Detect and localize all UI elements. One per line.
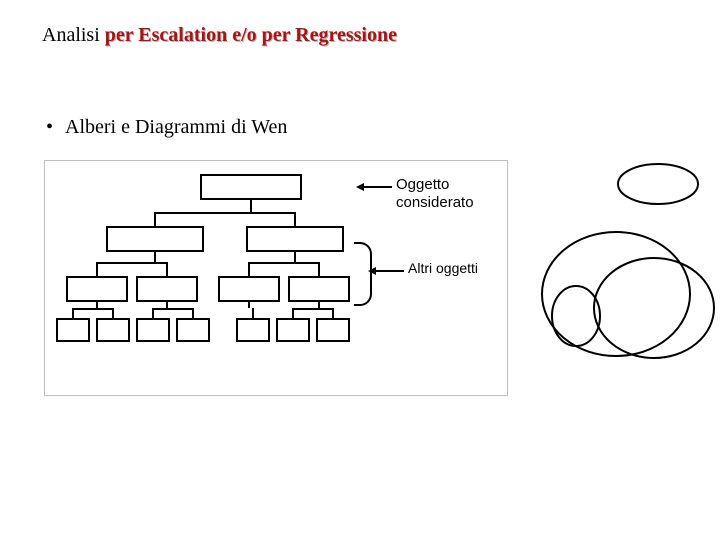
connector-line xyxy=(154,252,156,262)
tree-l3-box-1 xyxy=(136,276,198,302)
connector-line xyxy=(248,302,250,308)
tree-l3-box-3 xyxy=(288,276,350,302)
label-object-considered: Oggetto considerato xyxy=(396,176,474,212)
connector-line xyxy=(292,308,334,310)
tree-l4-box-4 xyxy=(236,318,270,342)
connector-line xyxy=(96,262,168,264)
connector-line xyxy=(294,212,296,226)
connector-line xyxy=(72,308,74,318)
connector-line xyxy=(294,252,296,262)
connector-line xyxy=(152,308,194,310)
tree-l2-box-0 xyxy=(106,226,204,252)
connector-line xyxy=(72,308,114,310)
connector-line xyxy=(112,308,114,318)
tree-l4-box-0 xyxy=(56,318,90,342)
venn-ellipse-0 xyxy=(618,164,698,204)
bullet-item: • Alberi e Diagrammi di Wen xyxy=(46,116,287,139)
page: Analisi per Escalation e/o per Regressio… xyxy=(0,0,720,540)
page-title: Analisi per Escalation e/o per Regressio… xyxy=(42,24,397,47)
connector-line xyxy=(318,262,320,276)
connector-line xyxy=(166,262,168,276)
connector-line xyxy=(248,262,250,276)
tree-l4-box-2 xyxy=(136,318,170,342)
connector-line xyxy=(292,308,294,318)
tree-l4-box-6 xyxy=(316,318,350,342)
tree-l3-box-2 xyxy=(218,276,280,302)
connector-line xyxy=(96,262,98,276)
tree-l2-box-1 xyxy=(246,226,344,252)
arrow-to-root xyxy=(364,186,392,188)
tree-l3-box-0 xyxy=(66,276,128,302)
connector-line xyxy=(192,308,194,318)
venn-ellipse-3 xyxy=(552,286,600,346)
venn-diagram xyxy=(520,158,716,398)
title-accent: per Escalation e/o per Regressione xyxy=(105,24,397,46)
tree-l4-box-3 xyxy=(176,318,210,342)
title-prefix: Analisi xyxy=(42,24,100,46)
connector-line xyxy=(154,212,156,226)
connector-line xyxy=(152,308,154,318)
tree-root-box xyxy=(200,174,302,200)
label-other-objects: Altri oggetti xyxy=(408,260,478,277)
arrow-to-others xyxy=(376,270,404,272)
venn-ellipse-2 xyxy=(594,258,714,358)
connector-line xyxy=(248,262,320,264)
bullet-dot: • xyxy=(46,116,53,138)
brace-icon xyxy=(354,242,372,306)
connector-line xyxy=(332,308,334,318)
tree-l4-box-5 xyxy=(276,318,310,342)
venn-ellipse-1 xyxy=(542,232,690,356)
connector-line xyxy=(250,200,252,212)
bullet-text: Alberi e Diagrammi di Wen xyxy=(65,116,287,138)
connector-line xyxy=(154,212,296,214)
tree-l4-box-1 xyxy=(96,318,130,342)
connector-line xyxy=(252,308,254,318)
